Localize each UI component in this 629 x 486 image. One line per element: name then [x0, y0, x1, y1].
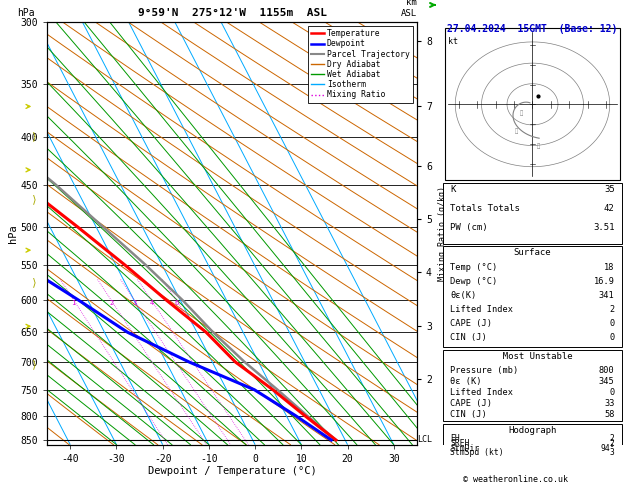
- Text: CIN (J): CIN (J): [450, 411, 487, 419]
- Text: © weatheronline.co.uk: © weatheronline.co.uk: [464, 474, 568, 484]
- Text: ℛ: ℛ: [537, 144, 540, 149]
- Text: 3: 3: [610, 449, 615, 457]
- Text: Lifted Index: Lifted Index: [450, 388, 513, 398]
- Text: θε (K): θε (K): [450, 378, 482, 386]
- Text: 4: 4: [149, 300, 153, 306]
- Text: 6: 6: [174, 300, 179, 306]
- Text: 16.9: 16.9: [594, 277, 615, 286]
- Text: StmDir: StmDir: [450, 444, 479, 452]
- Text: 800: 800: [599, 366, 615, 376]
- Text: kt: kt: [448, 36, 459, 46]
- Text: Totals Totals: Totals Totals: [450, 204, 520, 213]
- Legend: Temperature, Dewpoint, Parcel Trajectory, Dry Adiabat, Wet Adiabat, Isotherm, Mi: Temperature, Dewpoint, Parcel Trajectory…: [308, 26, 413, 103]
- Y-axis label: hPa: hPa: [8, 224, 18, 243]
- Text: CIN (J): CIN (J): [450, 333, 487, 342]
- Text: SREH: SREH: [450, 439, 470, 448]
- Text: 1: 1: [72, 300, 76, 306]
- Text: 58: 58: [604, 411, 615, 419]
- Text: Temp (°C): Temp (°C): [450, 263, 498, 272]
- Text: PW (cm): PW (cm): [450, 223, 488, 232]
- Text: hPa: hPa: [18, 8, 35, 17]
- Text: StmSpd (kt): StmSpd (kt): [450, 449, 504, 457]
- X-axis label: Dewpoint / Temperature (°C): Dewpoint / Temperature (°C): [148, 467, 316, 476]
- Text: 33: 33: [604, 399, 615, 408]
- Text: 0: 0: [610, 319, 615, 328]
- Bar: [443, 424, 622, 457]
- Text: 2: 2: [610, 439, 615, 448]
- Text: km
ASL: km ASL: [401, 0, 417, 17]
- Text: 42: 42: [604, 204, 615, 213]
- Text: 35: 35: [604, 185, 615, 193]
- Text: 2: 2: [109, 300, 113, 306]
- Bar: [443, 246, 622, 347]
- Text: ⟩: ⟩: [31, 194, 38, 204]
- Text: 18: 18: [604, 263, 615, 272]
- Text: 0: 0: [610, 333, 615, 342]
- Text: Surface: Surface: [514, 248, 551, 257]
- Text: CAPE (J): CAPE (J): [450, 319, 493, 328]
- Bar: [445, 28, 620, 180]
- Text: Most Unstable: Most Unstable: [492, 352, 573, 361]
- Text: θε(K): θε(K): [450, 291, 477, 300]
- Text: ⟩: ⟩: [31, 360, 38, 369]
- Text: ⟩: ⟩: [31, 277, 38, 287]
- Text: Dewp (°C): Dewp (°C): [450, 277, 498, 286]
- Text: Pressure (mb): Pressure (mb): [450, 366, 518, 376]
- Text: 341: 341: [599, 291, 615, 300]
- Bar: [443, 183, 622, 244]
- Text: 27.04.2024  15GMT  (Base: 12): 27.04.2024 15GMT (Base: 12): [447, 24, 618, 34]
- Title: 9°59'N  275°12'W  1155m  ASL: 9°59'N 275°12'W 1155m ASL: [138, 8, 326, 18]
- Text: Hodograph: Hodograph: [508, 426, 557, 434]
- Text: 0: 0: [610, 388, 615, 398]
- Text: Lifted Index: Lifted Index: [450, 305, 513, 314]
- Text: 2: 2: [610, 305, 615, 314]
- Text: Mixing Ratio (g/kg): Mixing Ratio (g/kg): [438, 186, 447, 281]
- Text: ℛ: ℛ: [515, 128, 518, 134]
- Text: 94°: 94°: [600, 444, 615, 452]
- Text: ℛ: ℛ: [520, 110, 523, 116]
- Text: LCL: LCL: [418, 435, 433, 445]
- Text: ⟩: ⟩: [31, 131, 38, 141]
- Text: 3.51: 3.51: [593, 223, 615, 232]
- Text: 345: 345: [599, 378, 615, 386]
- Text: CAPE (J): CAPE (J): [450, 399, 493, 408]
- Text: EH: EH: [450, 434, 460, 443]
- Text: 2: 2: [610, 434, 615, 443]
- Bar: [443, 349, 622, 421]
- Text: K: K: [450, 185, 456, 193]
- Text: 3: 3: [132, 300, 136, 306]
